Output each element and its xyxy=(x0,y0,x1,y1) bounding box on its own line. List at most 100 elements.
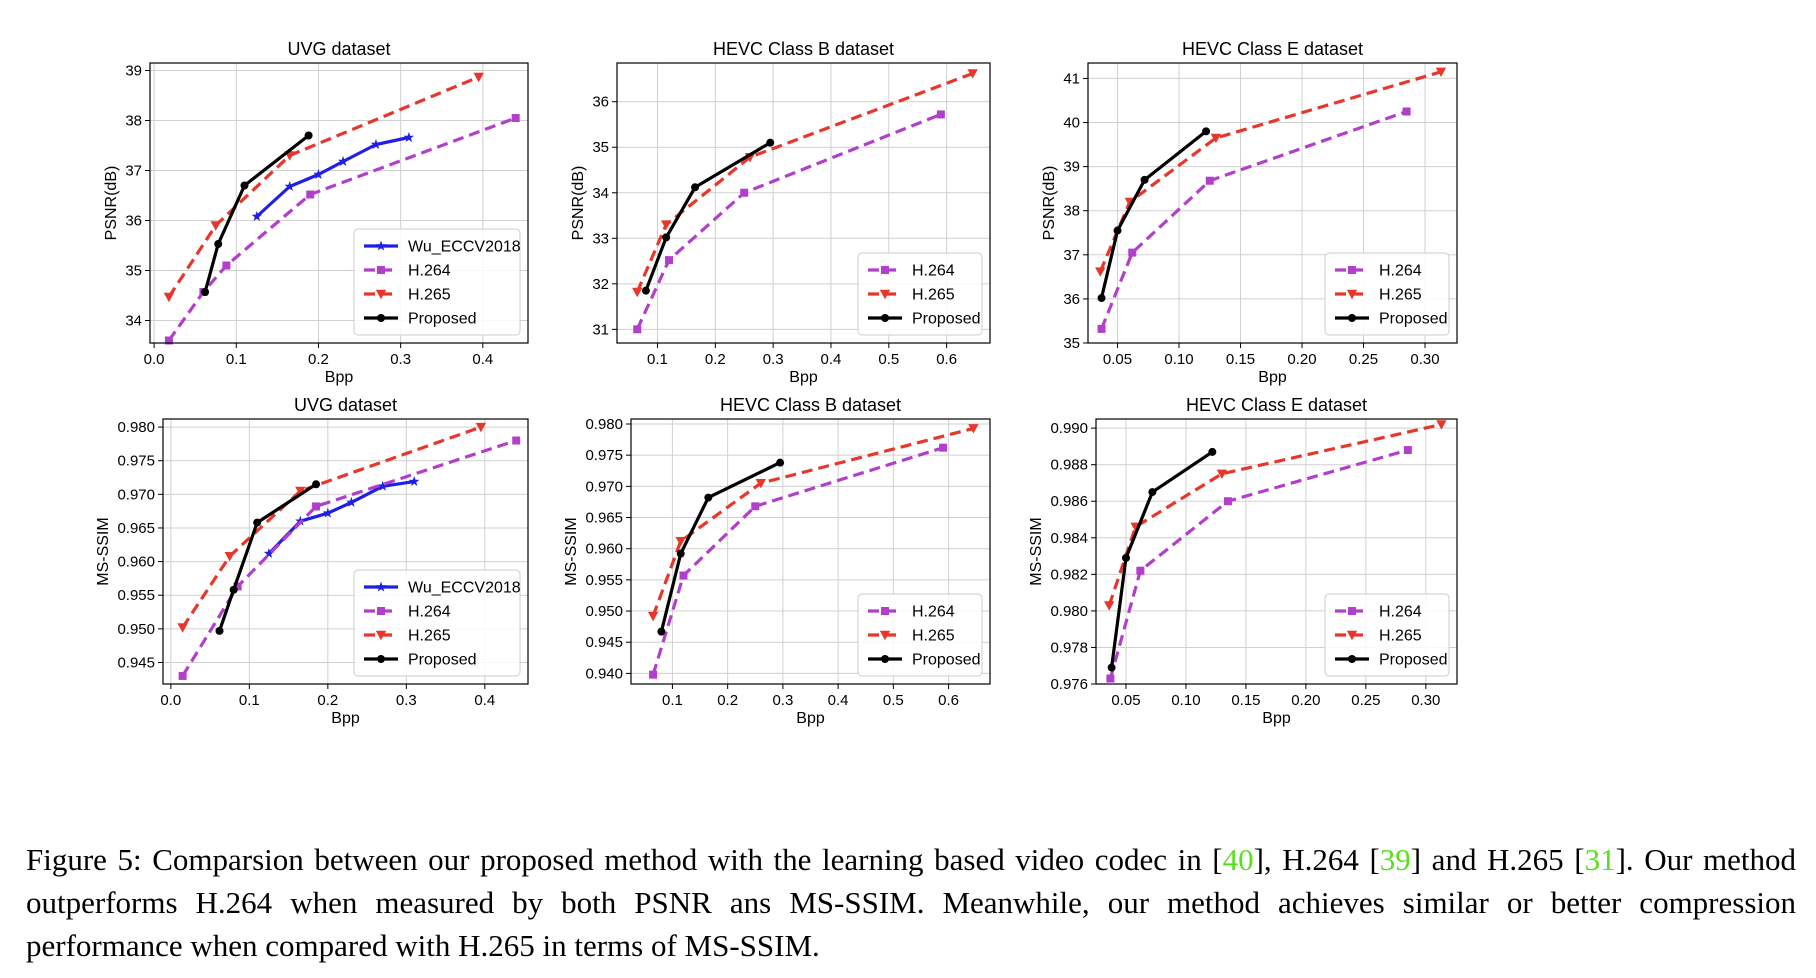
data-point-wu-eccv2018 xyxy=(346,496,357,507)
data-point-proposed xyxy=(240,181,249,190)
x-tick-label: 0.6 xyxy=(938,692,959,709)
x-axis-label: Bpp xyxy=(1262,710,1291,727)
data-point-wu-eccv2018 xyxy=(313,169,324,179)
data-point-h-264 xyxy=(751,502,760,511)
x-tick-label: 0.20 xyxy=(1291,692,1320,709)
x-tick-label: 0.6 xyxy=(936,351,957,368)
legend-box xyxy=(353,228,521,336)
data-point-h-264 xyxy=(306,190,315,199)
caption-reference-link[interactable]: 31 xyxy=(1584,842,1616,877)
data-point-h-264 xyxy=(1205,176,1214,185)
data-point-h-265 xyxy=(1095,267,1106,277)
x-axis-label: Bpp xyxy=(325,369,354,386)
y-tick-label: 37 xyxy=(125,163,142,180)
series-line-wu-eccv2018 xyxy=(255,135,410,218)
series-line-h-264 xyxy=(651,446,944,676)
chart-panel-1: 0.0 0.1 0.2 0.3 0.4 34 35 36 37 38 39 UVG dataset Bp… xyxy=(103,39,529,386)
y-tick-label: 0.970 xyxy=(117,486,155,503)
legend-marker-h-264 xyxy=(1348,266,1356,274)
legend-label-h-264: H.264 xyxy=(912,604,955,621)
y-tick-label: 0.960 xyxy=(585,541,623,558)
plot-frame xyxy=(162,418,529,685)
data-point-proposed xyxy=(1148,488,1157,497)
legend-marker-h-264 xyxy=(377,266,385,274)
y-tick-label: 0.965 xyxy=(585,510,623,527)
x-tick-label: 0.10 xyxy=(1171,692,1200,709)
legend-label-proposed: Proposed xyxy=(912,311,981,328)
legend-marker-h-264 xyxy=(1348,607,1356,615)
legend-marker-h-265 xyxy=(1346,289,1358,300)
caption-text-2: ], H.264 [ xyxy=(1253,842,1380,877)
x-tick-label: 0.10 xyxy=(1164,351,1193,368)
legend-label-h-265: H.265 xyxy=(912,628,955,645)
caption-text-4: ]. Our method outperforms H.264 when mea… xyxy=(26,842,1796,963)
chart-title: HEVC Class B dataset xyxy=(713,39,894,59)
data-point-proposed xyxy=(704,493,713,502)
legend-marker-wu-eccv2018 xyxy=(375,240,387,251)
y-axis-label: PSNR(dB) xyxy=(570,166,587,241)
series-line-proposed xyxy=(217,482,317,632)
caption-text-3: ] and H.265 [ xyxy=(1410,842,1585,877)
chart-title: HEVC Class E dataset xyxy=(1182,39,1363,59)
data-point-wu-eccv2018 xyxy=(408,476,420,486)
caption-reference-link[interactable]: 40 xyxy=(1222,842,1254,877)
legend-marker-proposed xyxy=(881,314,889,322)
legend-marker-h-264 xyxy=(377,607,385,615)
data-point-proposed xyxy=(1140,175,1149,184)
y-tick-label: 0.945 xyxy=(585,634,623,651)
y-tick-label: 0.980 xyxy=(117,419,155,436)
data-point-h-265 xyxy=(475,422,487,433)
data-point-h-265 xyxy=(177,623,188,633)
x-tick-label: 0.2 xyxy=(717,692,738,709)
data-point-wu-eccv2018 xyxy=(263,548,275,558)
y-tick-label: 0.960 xyxy=(117,554,155,571)
data-point-wu-eccv2018 xyxy=(251,211,263,221)
x-tick-label: 0.5 xyxy=(883,692,904,709)
x-tick-label: 0.1 xyxy=(239,692,260,709)
x-axis-label: Bpp xyxy=(1258,369,1287,386)
y-tick-label: 0.980 xyxy=(585,416,623,433)
legend-label-h-264: H.264 xyxy=(1379,263,1422,280)
y-tick-label: 38 xyxy=(125,113,142,130)
data-point-h-264 xyxy=(679,571,688,580)
legend-label-h-265: H.265 xyxy=(912,287,955,304)
data-point-h-264 xyxy=(233,582,242,591)
y-tick-label: 35 xyxy=(592,139,609,156)
legend-marker-h-265 xyxy=(879,289,891,300)
y-axis-label: MS-SSIM xyxy=(1028,517,1045,585)
y-tick-label: 0.970 xyxy=(585,478,623,495)
data-point-proposed xyxy=(229,585,238,594)
data-point-h-264 xyxy=(936,110,945,119)
x-tick-label: 0.4 xyxy=(472,351,493,368)
legend-label-proposed: Proposed xyxy=(1379,652,1448,669)
x-tick-label: 0.3 xyxy=(396,692,417,709)
y-tick-label: 35 xyxy=(125,263,142,280)
x-tick-label: 0.15 xyxy=(1226,351,1255,368)
data-point-proposed xyxy=(1097,294,1106,303)
data-point-wu-eccv2018 xyxy=(284,181,295,191)
data-point-h-264 xyxy=(1402,107,1411,116)
legend-label-h-264: H.264 xyxy=(408,263,451,280)
data-point-proposed xyxy=(691,183,700,192)
legend: H.264 H.265 Proposed xyxy=(1324,252,1450,336)
y-tick-label: 40 xyxy=(1063,115,1080,132)
data-point-h-265 xyxy=(1216,469,1228,480)
plot-frame xyxy=(630,418,991,685)
y-tick-label: 0.975 xyxy=(585,447,623,464)
data-point-h-264 xyxy=(649,670,658,679)
series-line-h-265 xyxy=(1107,422,1442,606)
y-tick-label: 33 xyxy=(592,230,609,247)
legend: H.264 H.265 Proposed xyxy=(857,252,983,336)
caption-reference-link[interactable]: 39 xyxy=(1379,842,1411,877)
data-point-h-264 xyxy=(665,256,674,265)
series-line-h-265 xyxy=(1098,70,1442,273)
legend-label-h-265: H.265 xyxy=(408,287,451,304)
y-tick-label: 34 xyxy=(592,185,609,202)
y-tick-label: 31 xyxy=(592,321,609,338)
y-tick-label: 0.988 xyxy=(1050,457,1088,474)
series-line-h-265 xyxy=(167,75,480,298)
series-line-h-264 xyxy=(635,112,942,330)
y-tick-label: 0.976 xyxy=(1050,676,1088,693)
x-tick-label: 0.30 xyxy=(1410,351,1439,368)
plot-frame xyxy=(616,62,991,344)
